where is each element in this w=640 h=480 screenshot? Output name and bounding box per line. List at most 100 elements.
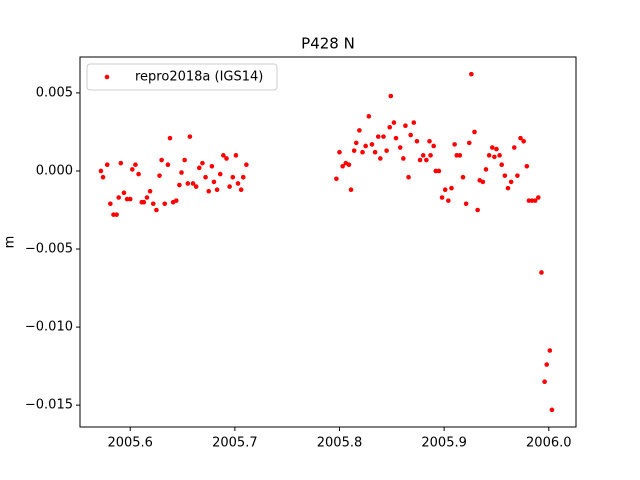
point: [414, 139, 420, 144]
point: [173, 198, 179, 203]
point: [427, 139, 432, 144]
point: [384, 148, 389, 153]
point: [130, 167, 135, 172]
y-tick-label: −0.015: [25, 398, 73, 413]
x-tick-label: 2005.7: [212, 436, 258, 451]
point: [387, 124, 393, 130]
x-tick-label: 2006.0: [526, 436, 572, 451]
point: [388, 93, 394, 99]
point: [439, 195, 445, 200]
point: [227, 184, 232, 189]
point: [403, 123, 408, 128]
y-tick-label: 0.005: [36, 85, 73, 100]
point: [230, 174, 236, 180]
point: [515, 173, 520, 178]
point: [240, 174, 246, 180]
point: [127, 196, 133, 202]
point: [502, 173, 508, 178]
point: [463, 201, 469, 207]
point: [114, 212, 119, 217]
point: [378, 156, 383, 161]
point: [211, 179, 217, 185]
point: [499, 162, 505, 168]
point: [235, 181, 241, 186]
point: [411, 120, 417, 125]
legend-label: repro2018a (IGS14): [135, 70, 263, 85]
point: [185, 181, 191, 186]
y-tick-label: −0.005: [25, 242, 73, 257]
point: [446, 198, 451, 203]
point: [206, 188, 212, 194]
point: [494, 146, 499, 152]
point: [486, 153, 492, 158]
point: [177, 182, 182, 188]
point: [214, 187, 220, 193]
point: [466, 140, 472, 146]
point: [118, 160, 124, 166]
point: [532, 198, 538, 203]
point: [497, 153, 502, 158]
point: [436, 168, 442, 174]
point: [121, 190, 127, 196]
point: [108, 201, 113, 207]
point: [187, 134, 193, 139]
point: [116, 195, 122, 200]
point: [133, 162, 138, 168]
point: [233, 153, 239, 158]
legend-marker: [104, 74, 110, 80]
point: [372, 149, 378, 155]
point: [147, 188, 153, 194]
point: [511, 145, 517, 150]
point: [340, 163, 345, 169]
point: [472, 129, 477, 135]
point: [150, 201, 156, 207]
point: [406, 174, 411, 180]
point: [460, 174, 466, 180]
point: [346, 162, 352, 168]
point: [431, 143, 436, 149]
x-tick-label: 2005.6: [107, 436, 153, 451]
point: [363, 143, 368, 149]
point: [182, 157, 187, 163]
point: [162, 201, 168, 207]
point: [428, 153, 433, 158]
point: [547, 348, 553, 353]
point: [334, 176, 339, 182]
point: [209, 163, 215, 169]
point: [141, 199, 147, 205]
point: [518, 135, 523, 141]
point: [224, 156, 229, 161]
plot-frame: [79, 56, 577, 428]
x-tick-label: 2005.9: [421, 436, 467, 451]
point: [475, 207, 480, 213]
point: [505, 185, 511, 191]
point: [238, 187, 244, 193]
point: [179, 170, 184, 175]
point: [203, 174, 208, 180]
y-tick-label: −0.010: [25, 320, 73, 335]
point: [424, 157, 429, 163]
point: [375, 134, 381, 139]
point: [524, 163, 530, 169]
point: [521, 139, 526, 144]
point: [492, 154, 497, 160]
point: [244, 162, 249, 168]
y-tick-label: 0.000: [36, 163, 73, 178]
point: [452, 142, 457, 147]
point: [508, 179, 514, 185]
y-axis-label: m: [3, 236, 18, 249]
point: [397, 145, 403, 150]
legend-box: [86, 63, 278, 91]
point: [401, 156, 406, 161]
point: [353, 140, 359, 146]
point: [337, 149, 342, 155]
point: [167, 135, 173, 141]
point: [542, 379, 547, 385]
point: [100, 174, 106, 180]
point: [391, 120, 397, 125]
point: [369, 142, 375, 147]
point: [190, 181, 196, 186]
point: [469, 71, 474, 77]
